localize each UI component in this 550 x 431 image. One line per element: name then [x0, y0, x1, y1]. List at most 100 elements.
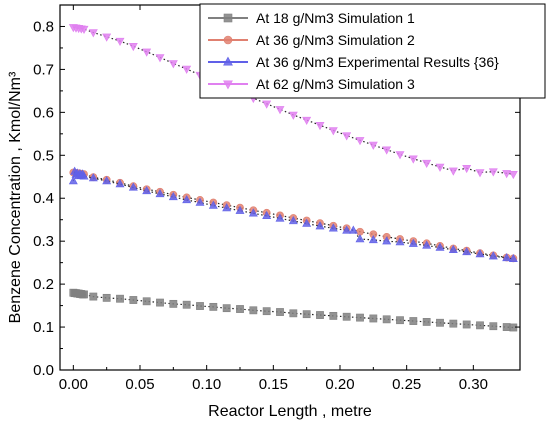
series-4-point: [502, 170, 512, 179]
series-3-point: [475, 249, 485, 258]
series-3: [68, 166, 518, 262]
series-4-point: [448, 167, 458, 176]
series-3-point: [368, 234, 378, 244]
series-4-point: [302, 116, 312, 126]
series-3-point: [195, 197, 205, 206]
series-1-point: [302, 310, 311, 319]
series-4-point: [142, 48, 152, 57]
series-1-point: [89, 292, 98, 301]
series-1-point: [356, 313, 364, 322]
series-1-point: [80, 290, 88, 299]
legend-label: At 36 g/Nm3 Experimental Results {36}: [256, 54, 499, 70]
y-tick-label: 0.3: [33, 233, 54, 250]
series-3-point: [115, 179, 125, 188]
series-1-point: [169, 299, 178, 308]
series-3-point: [508, 253, 518, 262]
series-3-point: [395, 237, 405, 246]
series-1-point: [222, 304, 231, 313]
series-1-point: [249, 306, 258, 315]
series-3-point: [502, 252, 512, 262]
series-4-point: [508, 171, 518, 180]
series-4-point: [368, 141, 378, 150]
series-3-point: [235, 205, 245, 214]
series-4-point: [395, 151, 405, 160]
series-3-point: [79, 171, 89, 180]
legend-label: At 18 g/Nm3 Simulation 1: [256, 10, 415, 26]
series-1-point: [476, 321, 484, 330]
series-4-point: [128, 43, 138, 52]
series-4-point: [488, 168, 498, 177]
series-3-point: [155, 188, 165, 198]
series-1-point: [409, 317, 418, 325]
series-3-point: [88, 173, 98, 182]
series-1-point: [342, 312, 351, 321]
series-3-point: [102, 176, 112, 185]
series-3-point: [222, 203, 232, 212]
legend-swatch-marker: [223, 80, 233, 90]
x-tick-label: 0.05: [125, 376, 154, 393]
y-tick-label: 0.5: [33, 147, 54, 164]
series-3-point: [275, 213, 285, 222]
series-3-point: [328, 223, 338, 232]
series-3-point: [488, 251, 498, 260]
series-1-point: [182, 300, 191, 309]
series-3-point: [355, 234, 365, 243]
x-tick-label: 0.15: [259, 376, 288, 393]
series-1: [69, 288, 518, 332]
series-4-point: [475, 169, 485, 178]
series-3-point: [288, 216, 298, 225]
series-1-point: [276, 308, 284, 316]
series-4-point: [328, 127, 338, 136]
series-3-point: [208, 200, 218, 209]
series-1-point: [502, 323, 511, 331]
y-tick-label: 0.8: [33, 18, 54, 35]
series-3-point: [142, 185, 152, 195]
series-3-point: [448, 244, 458, 253]
series-4-point: [288, 111, 298, 120]
series-1-point: [449, 319, 458, 328]
x-tick-label: 0.10: [192, 376, 221, 393]
series-4-point: [462, 164, 472, 174]
y-axis-label: Benzene Concentration , Kmol/Nm³: [7, 71, 24, 323]
series-3-point: [422, 240, 432, 249]
series-1-point: [422, 318, 431, 326]
series-1-point: [129, 296, 138, 304]
series-1-point: [142, 297, 151, 306]
axes: 0.00 0.05 0.10 0.15 0.20 0.25 0.30 0.0 0.1 0.2 0.3…: [33, 4, 521, 393]
legend-label: At 36 g/Nm3 Simulation 2: [256, 32, 415, 48]
series-1-point: [462, 320, 471, 329]
y-tick-label: 0.0: [33, 362, 54, 379]
x-tick-label: 0.20: [325, 376, 354, 393]
series-3-point: [382, 236, 392, 245]
y-tick-label: 0.6: [33, 104, 54, 121]
series-4-point: [315, 122, 325, 131]
series-1-point: [289, 309, 298, 318]
series-4-point: [168, 60, 178, 69]
series-4-point: [115, 37, 125, 47]
series-4-point: [342, 132, 352, 141]
series-3-point: [315, 221, 325, 230]
series-3-point: [68, 176, 78, 185]
series-3-point: [262, 210, 272, 220]
x-tick-label: 0.00: [59, 376, 88, 393]
y-tick-label: 0.4: [33, 190, 54, 207]
series-4-point: [102, 33, 112, 42]
series-3-point: [435, 242, 445, 251]
series-4-point: [155, 54, 165, 63]
series-1-point: [329, 311, 338, 320]
series-3-point: [182, 195, 192, 204]
series-1-point: [369, 314, 378, 323]
series-1-point: [382, 315, 391, 324]
series-1-point: [102, 293, 111, 302]
series-4-point: [79, 25, 89, 34]
legend-label: At 62 g/Nm3 Simulation 3: [256, 76, 415, 92]
series-4-point: [262, 100, 272, 109]
series-1-point: [316, 311, 324, 319]
series-1-point: [489, 322, 498, 331]
series-1-point: [196, 302, 204, 310]
series-1-point: [236, 305, 244, 313]
series-4-point: [408, 155, 418, 164]
legend-swatch-marker: [223, 56, 233, 66]
series-4-point: [382, 146, 392, 155]
